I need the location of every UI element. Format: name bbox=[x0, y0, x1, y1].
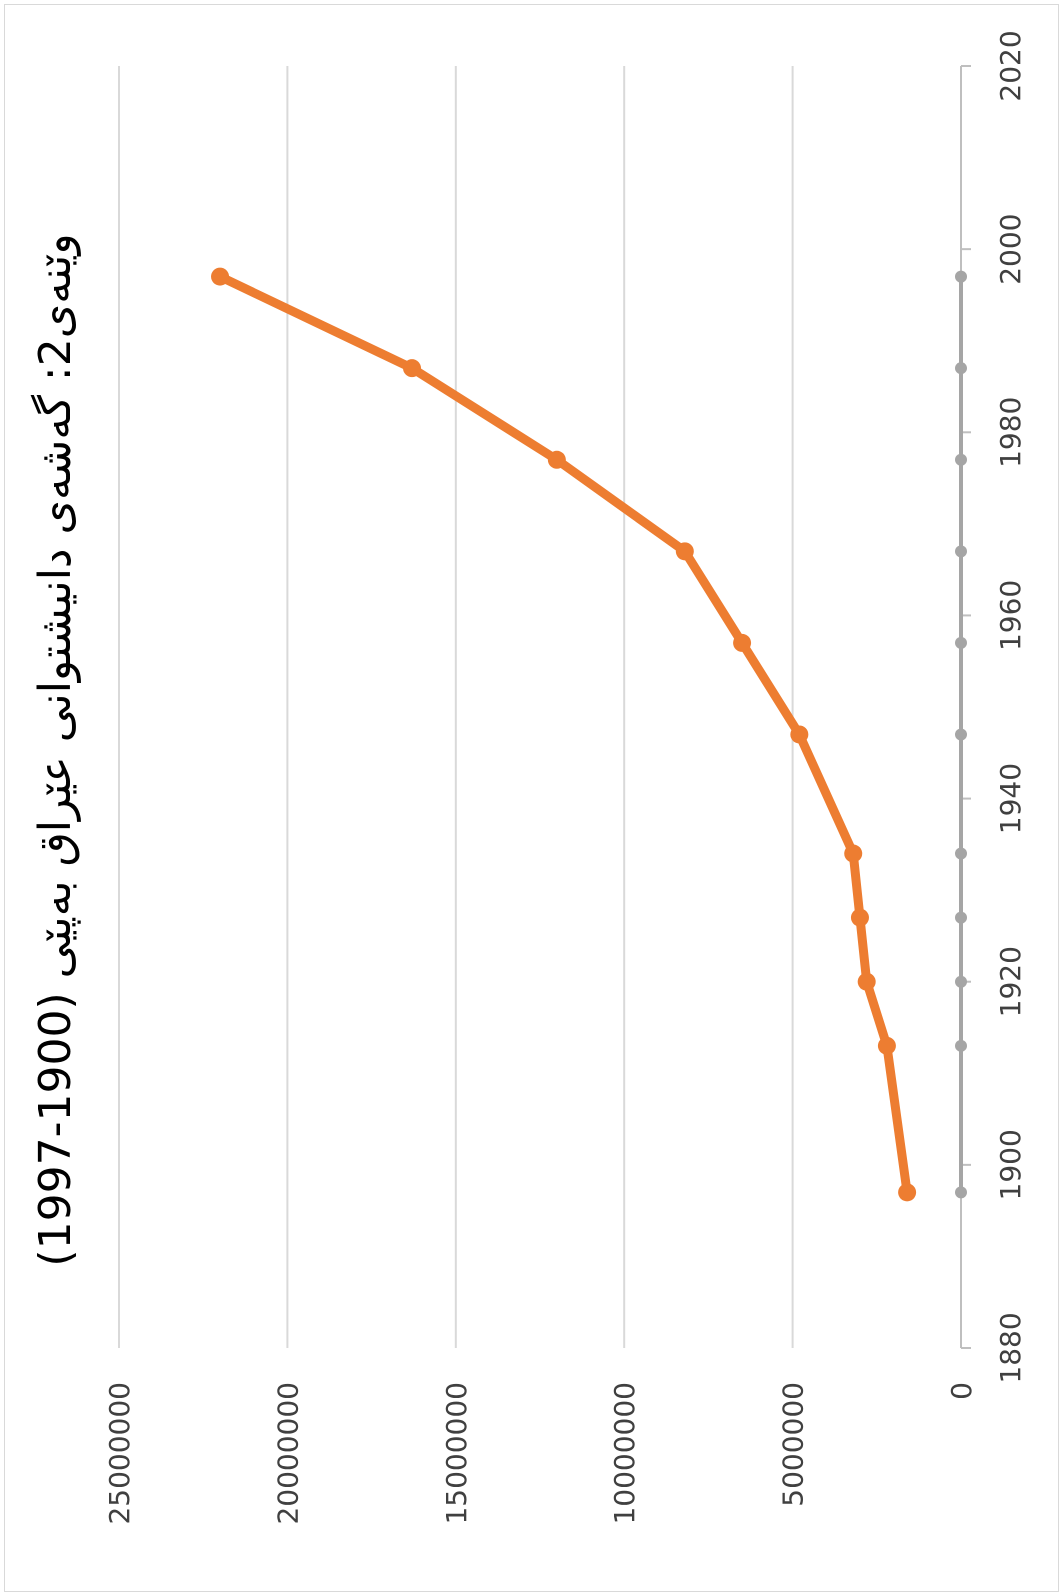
data-point bbox=[955, 453, 967, 466]
data-point bbox=[675, 542, 694, 561]
data-point bbox=[898, 1183, 917, 1202]
data-point bbox=[955, 270, 967, 283]
x-tick-label: 1940 bbox=[994, 763, 1027, 834]
y-tick-label: 0 bbox=[945, 1382, 978, 1400]
data-point bbox=[857, 972, 876, 991]
data-point bbox=[955, 1186, 967, 1199]
data-point bbox=[850, 908, 869, 927]
data-point bbox=[955, 728, 967, 741]
y-tick-label: 20000000 bbox=[271, 1382, 304, 1525]
gridlines bbox=[118, 66, 794, 1348]
chart-frame bbox=[4, 4, 1059, 1592]
x-tick-label: 2000 bbox=[994, 214, 1027, 285]
data-point bbox=[955, 1039, 967, 1052]
x-tick-label: 1980 bbox=[994, 397, 1027, 468]
y-tick-label: 10000000 bbox=[608, 1382, 641, 1525]
chart-title: وێنەی2: گەشەی دانیشتوانی عێراق بەپێی (19… bbox=[30, 233, 81, 1266]
data-point bbox=[955, 545, 967, 558]
data-point bbox=[955, 362, 967, 375]
x-tick-label: 1920 bbox=[994, 946, 1027, 1017]
data-point bbox=[403, 359, 422, 378]
data-point bbox=[955, 847, 967, 860]
x-tick-label: 1880 bbox=[994, 1312, 1027, 1383]
x-tick-label: 1900 bbox=[994, 1129, 1027, 1200]
y-tick-label: 5000000 bbox=[777, 1382, 810, 1507]
data-point bbox=[844, 844, 863, 863]
x-tick-label: 2020 bbox=[994, 30, 1027, 101]
data-point bbox=[547, 450, 566, 469]
y-axis-ticks: 0 5000000 10000000 15000000 20000000 25000000 bbox=[103, 1382, 978, 1525]
data-point bbox=[877, 1036, 896, 1055]
data-point bbox=[955, 636, 967, 649]
data-point bbox=[955, 911, 967, 924]
data-point bbox=[211, 267, 230, 286]
x-axis-ticks: 1880 1900 1920 1940 1960 1980 2000 2020 bbox=[994, 30, 1027, 1383]
data-point bbox=[733, 633, 752, 652]
data-point bbox=[790, 725, 809, 744]
y-tick-label: 25000000 bbox=[103, 1382, 136, 1525]
y-tick-label: 15000000 bbox=[440, 1382, 473, 1525]
series-layer bbox=[211, 267, 967, 1202]
data-point bbox=[955, 975, 967, 988]
x-tick-label: 1960 bbox=[994, 580, 1027, 651]
